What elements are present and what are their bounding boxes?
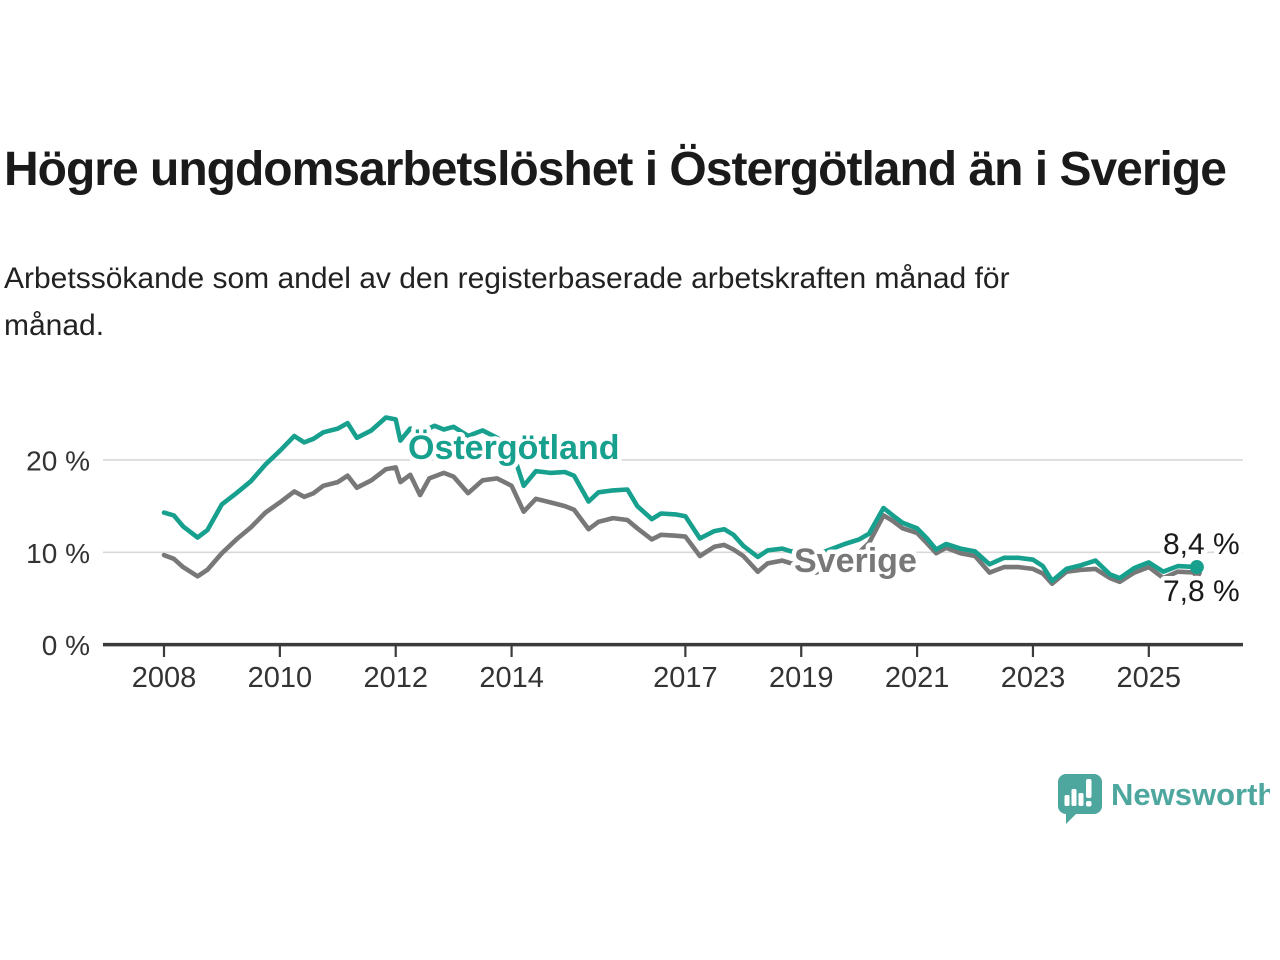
x-tick-label: 2010 [248, 662, 313, 694]
chart-subtitle: Arbetssökande som andel av den registerb… [4, 256, 1204, 349]
y-tick-label: 10 % [26, 538, 90, 569]
x-tick-label: 2008 [132, 662, 197, 694]
page-title: Högre ungdomsarbetslöshet i Östergötland… [4, 143, 1227, 196]
x-tick-label: 2023 [1001, 662, 1066, 694]
sverige-end-value-label: 7,8 % [1163, 575, 1240, 608]
bar-chart-bubble-icon [1058, 774, 1102, 824]
x-tick-label: 2017 [653, 662, 718, 694]
ostergotland-series-label: Östergötland [408, 429, 620, 467]
data-series [161, 415, 1204, 587]
x-axis [103, 642, 1243, 657]
x-tick-label: 2021 [885, 662, 950, 694]
subtitle-line-1: Arbetssökande som andel av den registerb… [4, 262, 1010, 295]
y-tick-label: 0 % [42, 630, 90, 661]
x-tick-label: 2019 [769, 662, 834, 694]
x-tick-label: 2014 [479, 662, 544, 694]
ostergotland-line [161, 415, 1200, 584]
line-end-dot [1189, 560, 1204, 575]
newsworthy-logo: Newsworthy [1058, 774, 1270, 824]
x-tick-label: 2025 [1117, 662, 1182, 694]
x-tick-label: 2012 [363, 662, 428, 694]
series-annotations: Östergötland Sverige 8,4 % 7,8 % [404, 425, 1245, 613]
subtitle-line-2: månad. [4, 308, 105, 342]
axis-tick-labels: 0 % 10 % 20 % 2008 2010 2012 2014 2017 2019 2021 2… [26, 445, 1181, 694]
y-tick-label: 20 % [26, 445, 90, 476]
sverige-series-label: Sverige [794, 542, 917, 580]
sverige-line [161, 465, 1200, 587]
brand-wordmark: Newsworthy [1111, 777, 1270, 812]
gridlines [103, 459, 1243, 554]
ostergotland-end-value-label: 8,4 % [1163, 528, 1240, 561]
